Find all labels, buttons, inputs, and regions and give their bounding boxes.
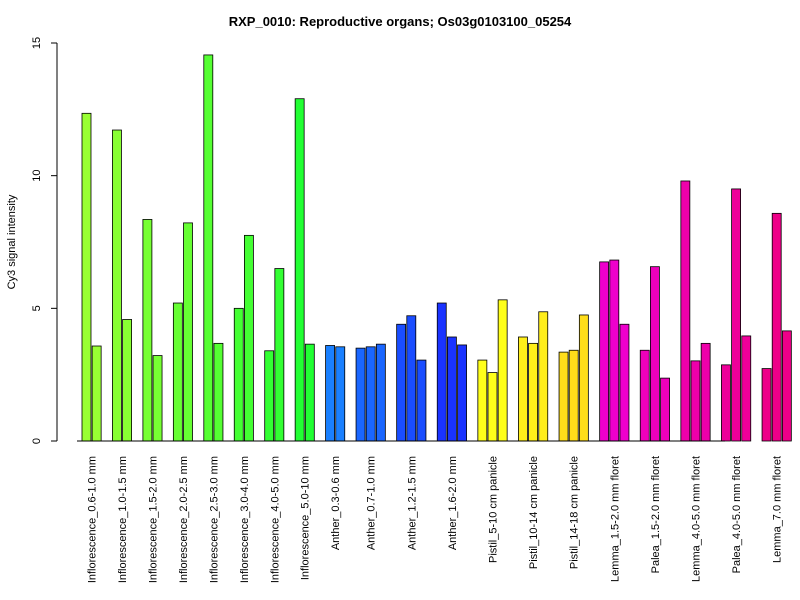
bar: [274, 268, 285, 442]
bar: [457, 344, 467, 442]
bar: [538, 311, 549, 442]
x-category-label: Anther_1.2-1.5 mm: [406, 456, 418, 550]
bar: [497, 299, 508, 442]
bar: [81, 112, 92, 442]
bar: [578, 314, 589, 442]
bar: [650, 266, 660, 442]
bar: [568, 349, 579, 442]
bar: [558, 351, 569, 442]
bar: [406, 315, 417, 442]
x-axis-labels: Inflorescence_0.6-1.0 mm Inflorescence_1.…: [87, 456, 784, 583]
bar: [233, 307, 244, 442]
x-category-label: Pistil_10-14 cm panicle: [528, 456, 540, 569]
bar: [477, 359, 488, 442]
y-tick-label: 5: [31, 305, 43, 311]
x-category-label: Palea_4.0-5.0 mm floret: [731, 456, 743, 573]
bar: [639, 349, 650, 442]
x-category-label: Lemma_4.0-5.0 mm floret: [691, 456, 703, 582]
y-axis: 0 5 10 15: [31, 37, 58, 444]
x-category-label: Pistil_5-10 cm panicle: [488, 456, 500, 563]
bar: [122, 319, 132, 442]
bar: [294, 98, 305, 442]
bar: [609, 259, 620, 442]
x-category-label: Pistil_14-18 cm panicle: [569, 456, 581, 569]
x-category-label: Inflorescence_5.0-10 mm: [300, 456, 312, 580]
bar: [599, 261, 610, 442]
x-category-label: Inflorescence_4.0-5.0 mm: [269, 456, 281, 583]
bar: [619, 323, 630, 442]
x-category-label: Lemma_7.0 mm floret: [772, 456, 784, 563]
x-category-label: Lemma_1.5-2.0 mm floret: [609, 456, 621, 582]
bar: [771, 212, 782, 442]
bar: [781, 330, 792, 442]
y-axis-label: Cy3 signal intensity: [6, 194, 18, 289]
bar: [355, 347, 366, 442]
x-category-label: Palea_1.5-2.0 mm floret: [650, 456, 662, 573]
y-tick-label: 0: [31, 438, 43, 444]
chart-title: RXP_0010: Reproductive organs; Os03g0103…: [229, 14, 572, 29]
bar: [487, 372, 498, 442]
x-category-label: Inflorescence_0.6-1.0 mm: [87, 456, 99, 583]
bar: [304, 343, 315, 442]
bar: [416, 359, 427, 442]
bar: [243, 234, 254, 442]
bar: [761, 368, 772, 442]
x-category-label: Inflorescence_1.0-1.5 mm: [117, 456, 129, 583]
x-category-label: Inflorescence_3.0-4.0 mm: [239, 456, 251, 583]
y-tick-label: 15: [31, 37, 43, 49]
bar: [731, 188, 741, 442]
bar: [335, 346, 346, 442]
bar: [660, 377, 670, 442]
x-category-label: Anther_0.7-1.0 mm: [366, 456, 378, 550]
bar: [375, 343, 386, 442]
bar: [436, 302, 447, 442]
bar: [325, 345, 336, 442]
bar: [91, 345, 102, 442]
bar: [365, 346, 376, 442]
x-category-label: Anther_0.3-0.6 mm: [330, 456, 342, 550]
bar: [142, 219, 153, 442]
bar: [741, 335, 752, 442]
bar: [183, 222, 193, 442]
bar: [700, 342, 711, 442]
bar: [264, 350, 275, 442]
bar: [172, 302, 183, 442]
bars: [81, 54, 792, 442]
x-category-label: Inflorescence_1.5-2.0 mm: [147, 456, 159, 583]
bar: [203, 54, 214, 442]
bar: [518, 336, 528, 442]
x-category-label: Anther_1.6-2.0 mm: [447, 456, 459, 550]
bar: [152, 355, 163, 442]
bar: [112, 129, 122, 442]
y-tick-label: 10: [31, 170, 43, 182]
bar: [721, 364, 731, 442]
bar: [690, 360, 701, 442]
bar: [446, 336, 457, 442]
bar: [213, 342, 224, 442]
bar: [528, 342, 538, 442]
x-category-label: Inflorescence_2.5-3.0 mm: [208, 456, 220, 583]
bar: [396, 323, 407, 442]
bar: [680, 180, 691, 442]
x-category-label: Inflorescence_2.0-2.5 mm: [178, 456, 190, 583]
